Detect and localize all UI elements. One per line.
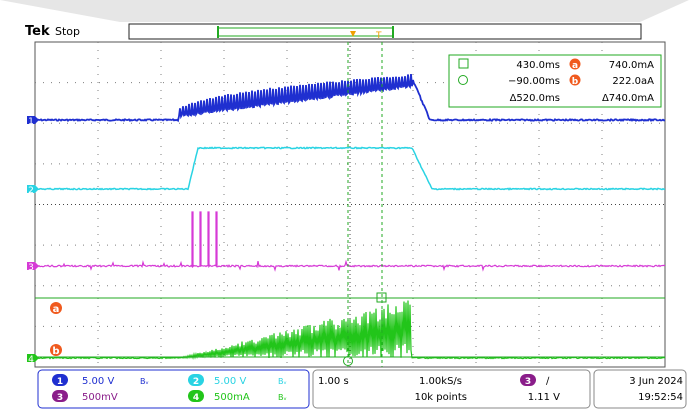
ch4-scale-badge-label: 4 xyxy=(193,393,199,403)
graticule-grid xyxy=(35,42,665,367)
ch1-scale-badge xyxy=(52,374,68,386)
waveform-traces xyxy=(34,74,666,360)
brand-logo: Tek xyxy=(25,24,50,39)
ch1-scale-badge-label: 1 xyxy=(57,377,63,387)
readout-a-value: 740.0mA xyxy=(609,60,654,71)
header-gray-band xyxy=(0,0,689,22)
ch2-scale[interactable]: 5.00 V xyxy=(214,376,246,387)
ch3-ground-marker-label: 3 xyxy=(28,263,34,273)
sample-rate: 1.00kS/s xyxy=(419,376,462,387)
ch2-ground-marker-label: 2 xyxy=(28,186,34,196)
ch3-scale-badge xyxy=(52,390,68,402)
datetime-panel xyxy=(593,369,687,409)
readout-a-icon-label: a xyxy=(572,61,578,71)
cursor-square-marker xyxy=(376,292,387,303)
readout-square-icon xyxy=(458,58,469,69)
timebase-scale[interactable]: 1.00 s xyxy=(318,376,349,387)
ch3-trace xyxy=(34,211,666,272)
readout-square-time: 430.0ms xyxy=(516,60,560,71)
date-display: 3 Jun 2024 xyxy=(629,376,683,387)
ch2-trace xyxy=(35,146,666,191)
ch1-bandwidth-limit: Bᵥ xyxy=(140,377,149,386)
trigger-slope-icon: ∕ xyxy=(546,376,550,387)
cursor-circle-marker xyxy=(343,356,353,366)
readout-circle-time: −90.00ms xyxy=(508,76,560,87)
readout-a-icon xyxy=(569,58,581,70)
ch4-bandwidth-limit: Bᵥ xyxy=(278,393,287,402)
ch2-ground-marker[interactable]: 2 xyxy=(27,185,39,196)
trigger-source-badge-label: 3 xyxy=(525,377,531,387)
readout-b-value: 222.0aA xyxy=(612,76,654,87)
ch2-scale-badge xyxy=(188,374,204,386)
ch4-trace xyxy=(34,300,666,360)
ch1-scale[interactable]: 5.00 V xyxy=(82,376,114,387)
ch1-ground-marker[interactable]: 1 xyxy=(27,116,39,127)
trigger-level[interactable]: 1.11 V xyxy=(528,392,560,403)
run-state-label: Stop xyxy=(55,25,80,38)
ch3-scale-badge-label: 3 xyxy=(57,393,63,403)
ch2-scale-badge-label: 2 xyxy=(193,377,199,387)
ch2-bandwidth-limit: Bᵥ xyxy=(278,377,287,386)
trigger-position-icon xyxy=(350,31,356,37)
ch4-scale-badge xyxy=(188,390,204,402)
trigger-source-badge xyxy=(520,374,536,386)
readout-delta-time: Δ520.0ms xyxy=(510,93,560,104)
record-view-right-tick xyxy=(392,26,394,38)
ch1-ground-marker-label: 1 xyxy=(28,117,34,127)
trigger-position-marker-top: T xyxy=(375,31,382,41)
cursor-b-badge-label: b xyxy=(52,346,59,357)
record-view-window[interactable] xyxy=(217,27,394,37)
ch4-ground-marker[interactable]: 4 xyxy=(27,354,39,365)
cursor-b-badge xyxy=(50,344,62,356)
readout-delta-value: Δ740.0mA xyxy=(602,93,654,104)
record-view-left-tick xyxy=(217,26,219,38)
ch1-trace xyxy=(34,74,666,123)
cursor-a-badge-label: a xyxy=(53,304,60,315)
cursor-a-badge xyxy=(50,302,62,314)
ch4-scale[interactable]: 500mA xyxy=(214,392,250,403)
ch4-ground-marker-label: 4 xyxy=(28,355,34,365)
channel-scale-panel[interactable] xyxy=(37,369,310,409)
time-display: 19:52:54 xyxy=(638,392,683,403)
record-length: 10k points xyxy=(415,392,467,403)
readout-circle-icon xyxy=(458,75,468,85)
ch3-scale[interactable]: 500mV xyxy=(82,392,118,403)
readout-b-icon xyxy=(569,74,581,86)
cursor-readout-panel xyxy=(448,54,662,108)
ch3-ground-marker[interactable]: 3 xyxy=(27,262,39,273)
readout-b-icon-label: b xyxy=(572,77,579,87)
